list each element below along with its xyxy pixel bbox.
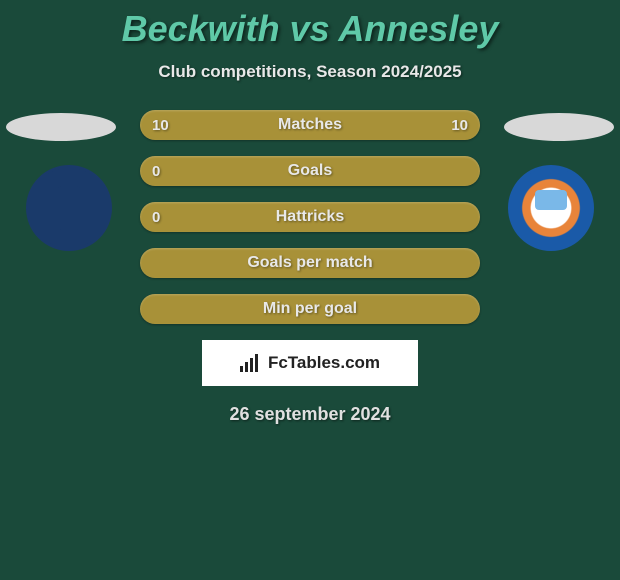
stat-row-goals: 0 Goals bbox=[140, 156, 480, 186]
stat-label: Hattricks bbox=[276, 208, 344, 226]
stat-rows: 10 Matches 10 0 Goals 0 Hattricks Goals … bbox=[140, 110, 480, 324]
chart-icon bbox=[240, 354, 262, 372]
stat-value-left: 0 bbox=[152, 209, 160, 226]
date-line: 26 september 2024 bbox=[0, 404, 620, 425]
player-ellipse-right bbox=[504, 113, 614, 141]
stat-label: Matches bbox=[278, 116, 342, 134]
stat-label: Goals bbox=[288, 162, 332, 180]
stat-row-min-per-goal: Min per goal bbox=[140, 294, 480, 324]
stat-row-matches: 10 Matches 10 bbox=[140, 110, 480, 140]
page-title: Beckwith vs Annesley bbox=[0, 8, 620, 50]
stat-value-left: 10 bbox=[152, 117, 169, 134]
brand-logo-box: FcTables.com bbox=[202, 340, 418, 386]
header: Beckwith vs Annesley Club competitions, … bbox=[0, 0, 620, 82]
page-subtitle: Club competitions, Season 2024/2025 bbox=[0, 62, 620, 82]
stat-row-hattricks: 0 Hattricks bbox=[140, 202, 480, 232]
stat-label: Goals per match bbox=[247, 254, 372, 272]
comparison-area: 10 Matches 10 0 Goals 0 Hattricks Goals … bbox=[0, 110, 620, 324]
stat-label: Min per goal bbox=[263, 300, 357, 318]
stat-row-goals-per-match: Goals per match bbox=[140, 248, 480, 278]
stat-value-left: 0 bbox=[152, 163, 160, 180]
club-badge-right bbox=[508, 165, 594, 251]
brand-text: FcTables.com bbox=[268, 353, 380, 373]
player-ellipse-left bbox=[6, 113, 116, 141]
stat-value-right: 10 bbox=[451, 117, 468, 134]
club-badge-left bbox=[26, 165, 112, 251]
